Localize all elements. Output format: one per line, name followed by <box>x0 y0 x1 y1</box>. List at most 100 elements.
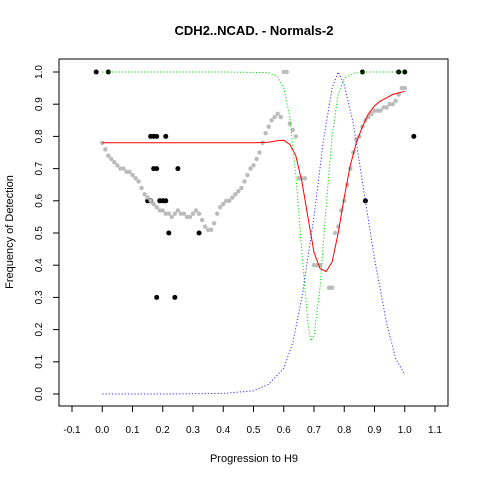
x-tick-label: 0.3 <box>186 425 200 436</box>
data-point <box>157 208 162 213</box>
data-point <box>178 211 184 216</box>
data-point <box>196 230 202 236</box>
data-point <box>233 192 238 197</box>
data-point <box>121 166 126 171</box>
data-point <box>175 166 181 172</box>
data-point <box>151 201 156 207</box>
x-tick-label: 0.0 <box>95 425 109 436</box>
data-point <box>224 198 229 203</box>
data-point <box>227 198 232 203</box>
x-tick-label: 0.5 <box>247 425 261 436</box>
data-point <box>399 85 404 91</box>
x-tick-label: 0.2 <box>156 425 170 436</box>
data-point <box>239 185 244 191</box>
x-tick-label: 0.7 <box>307 425 321 436</box>
x-tick-label: 1.1 <box>428 425 442 436</box>
data-point <box>112 159 117 165</box>
data-point <box>193 208 199 213</box>
y-tick-label: 0.6 <box>34 193 45 207</box>
y-tick-label: 0.4 <box>34 258 45 272</box>
data-point <box>266 124 271 129</box>
data-point <box>154 166 160 172</box>
y-tick-label: 0.9 <box>34 97 45 111</box>
y-tick-label: 0.7 <box>34 161 45 175</box>
data-point <box>127 169 132 175</box>
data-point <box>215 211 220 216</box>
x-tick-label: 0.4 <box>216 425 230 436</box>
density-curve-3 <box>102 71 405 342</box>
data-point <box>293 134 299 139</box>
x-tick-label: 0.6 <box>277 425 291 436</box>
series-layer <box>93 69 417 395</box>
chart-title: CDH2..NCAD. - Normals-2 <box>175 23 334 38</box>
data-point <box>181 211 187 216</box>
data-point <box>172 294 178 300</box>
data-point <box>154 133 160 139</box>
data-point <box>287 121 292 126</box>
data-point <box>199 217 205 223</box>
data-point <box>196 211 202 216</box>
data-point <box>106 153 111 158</box>
data-point <box>130 172 135 178</box>
data-point <box>118 166 123 171</box>
data-point <box>163 211 168 216</box>
y-axis: 0.0 0.1 0.2 0.3 0.4 0.5 0.6 0.7 0.8 0.9 1.0 <box>34 65 59 401</box>
data-point <box>154 205 159 210</box>
fit-curve-red <box>102 90 405 273</box>
y-tick-label: 0.5 <box>34 226 45 240</box>
data-point <box>263 130 268 136</box>
data-point <box>302 176 308 181</box>
y-tick-label: 0.8 <box>34 129 45 143</box>
data-point <box>211 221 217 226</box>
data-point <box>124 169 129 175</box>
data-point <box>278 114 283 120</box>
data-point <box>387 102 392 107</box>
data-point <box>375 108 380 113</box>
data-point <box>393 98 398 104</box>
data-point <box>284 69 289 75</box>
x-tick-label: 1.0 <box>398 425 412 436</box>
data-point <box>139 185 144 191</box>
data-point <box>166 230 172 236</box>
data-point <box>100 140 105 146</box>
data-point <box>381 105 386 110</box>
data-point <box>93 69 99 75</box>
data-point <box>290 127 296 133</box>
data-point <box>175 208 181 213</box>
data-point <box>272 114 277 120</box>
data-point <box>326 285 332 290</box>
y-axis-label: Frequency of Detection <box>4 175 16 289</box>
data-point <box>218 205 223 210</box>
y-tick-label: 0.3 <box>34 290 45 304</box>
data-point <box>281 69 286 75</box>
data-point <box>205 227 211 232</box>
data-point <box>275 111 280 117</box>
x-tick-label: -0.1 <box>63 425 81 436</box>
x-axis: -0.1 0.0 0.1 0.2 0.3 0.4 0.5 0.6 0.7 0.8 0.9 1.0 1.1 <box>63 406 442 436</box>
data-point <box>136 179 141 184</box>
x-tick-label: 0.9 <box>368 425 382 436</box>
data-point <box>190 211 196 216</box>
data-point <box>103 147 108 152</box>
data-point <box>372 108 377 113</box>
data-point <box>236 188 241 194</box>
x-tick-label: 0.8 <box>337 425 351 436</box>
data-point <box>208 227 214 232</box>
data-point <box>105 69 111 75</box>
data-point <box>248 166 253 171</box>
data-point <box>145 195 150 200</box>
x-tick-label: 0.1 <box>126 425 140 436</box>
x-axis-label: Progression to H9 <box>210 453 298 465</box>
data-point <box>221 201 226 207</box>
y-tick-label: 1.0 <box>34 65 45 79</box>
plot-frame <box>58 58 449 407</box>
data-point <box>163 133 169 139</box>
data-point <box>359 69 365 75</box>
data-point <box>402 85 407 91</box>
data-point <box>202 224 208 229</box>
data-point <box>242 179 247 184</box>
data-point <box>230 195 235 200</box>
density-curve-4 <box>102 71 406 395</box>
y-tick-label: 0.2 <box>34 322 45 336</box>
data-point <box>411 133 417 139</box>
